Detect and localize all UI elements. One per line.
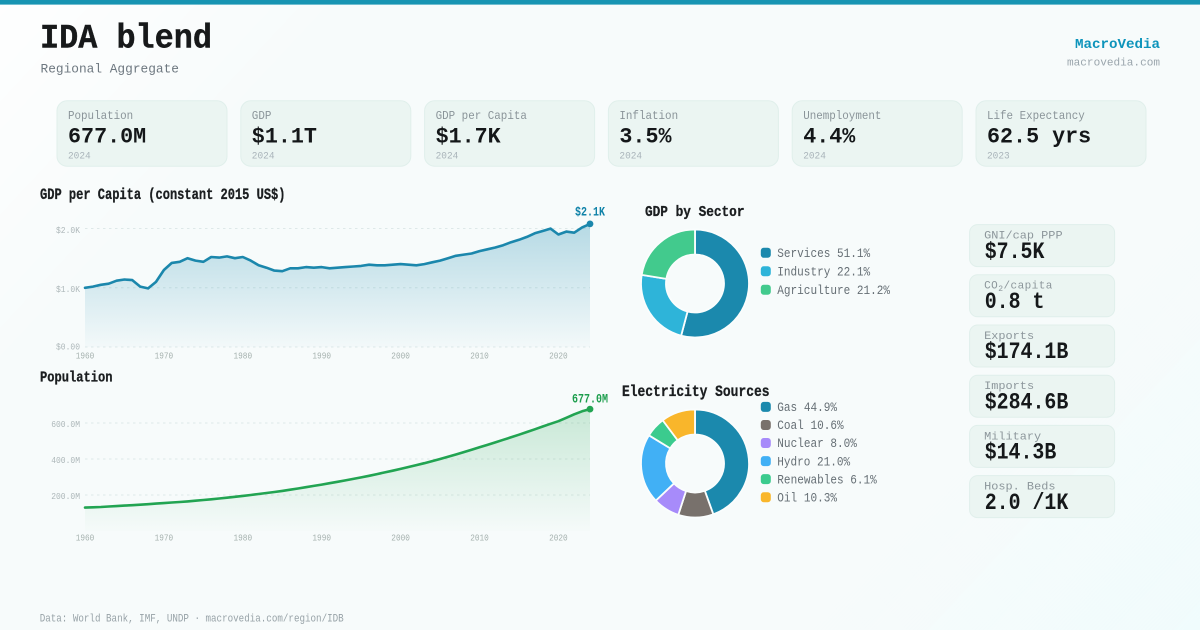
svg-text:GDP per Capita (constant 2015: GDP per Capita (constant 2015 US$) <box>40 186 286 204</box>
svg-text:Regional Aggregate: Regional Aggregate <box>41 62 180 77</box>
svg-text:Hydro 21.0%: Hydro 21.0% <box>777 454 850 469</box>
svg-text:CO2/capita: CO2/capita <box>984 281 1053 294</box>
svg-text:Military: Military <box>984 431 1042 443</box>
svg-text:Oil 10.3%: Oil 10.3% <box>777 490 837 505</box>
svg-text:2024: 2024 <box>619 152 642 163</box>
svg-text:Inflation: Inflation <box>619 109 678 123</box>
svg-text:Renewables 6.1%: Renewables 6.1% <box>777 472 877 487</box>
svg-text:Hosp. Beds: Hosp. Beds <box>984 482 1055 494</box>
svg-text:$2.0K: $2.0K <box>56 226 81 236</box>
svg-text:Industry 22.1%: Industry 22.1% <box>777 264 870 279</box>
svg-text:400.0M: 400.0M <box>51 456 80 466</box>
svg-text:2024: 2024 <box>803 152 826 163</box>
svg-text:Life Expectancy: Life Expectancy <box>987 109 1085 123</box>
svg-text:GDP by Sector: GDP by Sector <box>645 205 745 221</box>
svg-text:2010: 2010 <box>470 533 489 543</box>
svg-text:GNI/cap PPP: GNI/cap PPP <box>984 231 1063 243</box>
svg-text:Agriculture 21.2%: Agriculture 21.2% <box>777 283 890 298</box>
svg-text:200.0M: 200.0M <box>51 492 80 502</box>
svg-text:2000: 2000 <box>391 533 410 543</box>
svg-text:2020: 2020 <box>549 352 568 362</box>
svg-text:3.5%: 3.5% <box>619 125 672 150</box>
svg-text:2024: 2024 <box>252 152 275 163</box>
svg-text:1980: 1980 <box>234 533 253 543</box>
svg-text:4.4%: 4.4% <box>803 125 856 150</box>
svg-text:$1.0K: $1.0K <box>56 285 81 295</box>
svg-text:macrovedia.com: macrovedia.com <box>1067 58 1160 70</box>
svg-text:Nuclear 8.0%: Nuclear 8.0% <box>777 436 857 451</box>
svg-text:Gas 44.9%: Gas 44.9% <box>777 400 837 415</box>
svg-text:Exports: Exports <box>984 331 1034 343</box>
svg-text:600.0M: 600.0M <box>51 420 80 430</box>
svg-text:$174.1B: $174.1B <box>985 339 1069 365</box>
svg-text:2.0 /1K: 2.0 /1K <box>985 490 1069 516</box>
svg-text:$1.7K: $1.7K <box>436 125 502 150</box>
svg-text:GDP: GDP <box>252 109 272 123</box>
svg-text:$7.5K: $7.5K <box>985 239 1045 265</box>
svg-text:1960: 1960 <box>76 533 95 543</box>
svg-text:$0.00: $0.00 <box>56 343 80 353</box>
svg-text:2023: 2023 <box>987 152 1010 163</box>
svg-text:677.0M: 677.0M <box>68 125 146 150</box>
svg-text:Population: Population <box>68 109 133 123</box>
svg-text:$1.1T: $1.1T <box>252 125 317 150</box>
svg-text:677.0M: 677.0M <box>572 392 608 407</box>
svg-text:0.8 t: 0.8 t <box>985 289 1045 315</box>
svg-text:1980: 1980 <box>234 352 253 362</box>
svg-text:Coal 10.6%: Coal 10.6% <box>777 418 844 433</box>
svg-text:1970: 1970 <box>155 533 174 543</box>
svg-text:2024: 2024 <box>68 152 91 163</box>
svg-text:1990: 1990 <box>312 352 331 362</box>
svg-text:Data: World Bank, IMF, UNDP ·: Data: World Bank, IMF, UNDP · macrovedia… <box>40 614 345 626</box>
svg-text:MacroVedia: MacroVedia <box>1075 37 1160 53</box>
svg-text:1960: 1960 <box>76 352 95 362</box>
svg-text:62.5 yrs: 62.5 yrs <box>987 125 1091 150</box>
svg-text:2020: 2020 <box>549 533 568 543</box>
svg-text:Imports: Imports <box>984 381 1034 393</box>
svg-text:$284.6B: $284.6B <box>985 389 1069 415</box>
svg-text:Unemployment: Unemployment <box>803 109 881 123</box>
svg-text:Services 51.1%: Services 51.1% <box>777 246 870 261</box>
svg-text:Population: Population <box>40 370 113 387</box>
svg-text:Electricity Sources: Electricity Sources <box>622 383 770 401</box>
svg-text:GDP per Capita: GDP per Capita <box>436 109 527 123</box>
svg-text:1990: 1990 <box>312 533 331 543</box>
svg-text:1970: 1970 <box>155 352 174 362</box>
svg-text:IDA blend: IDA blend <box>40 21 212 59</box>
svg-text:2010: 2010 <box>470 352 489 362</box>
svg-text:2000: 2000 <box>391 352 410 362</box>
svg-text:$2.1K: $2.1K <box>575 205 605 220</box>
svg-text:$14.3B: $14.3B <box>985 440 1057 466</box>
svg-text:2024: 2024 <box>436 152 459 163</box>
